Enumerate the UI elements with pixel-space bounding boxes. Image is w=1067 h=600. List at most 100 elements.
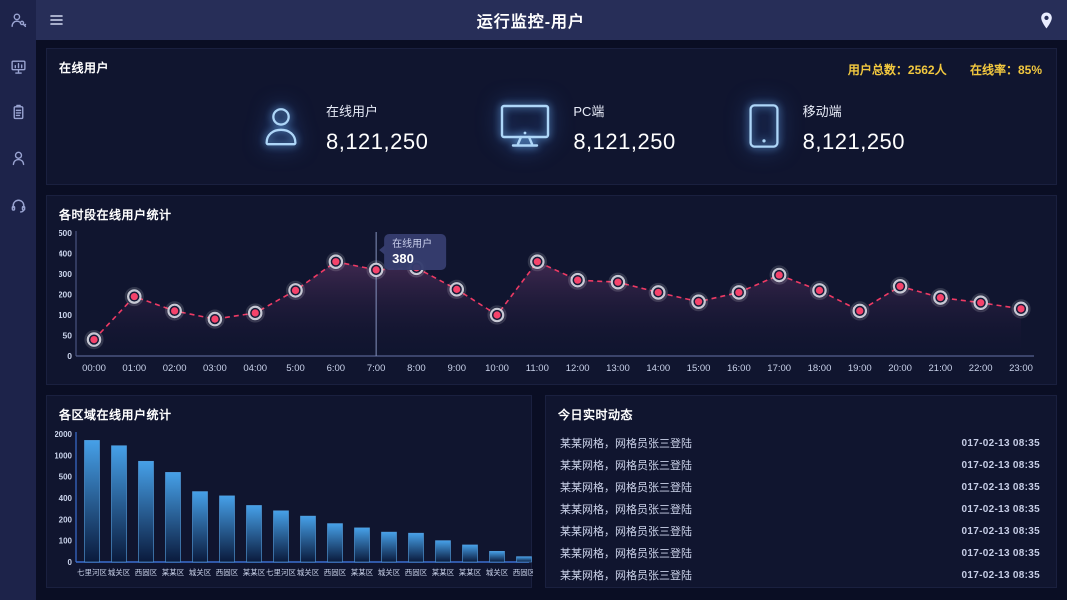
sidebar bbox=[0, 0, 36, 600]
data-point-glow bbox=[527, 252, 547, 272]
data-point[interactable] bbox=[735, 288, 743, 297]
bar[interactable] bbox=[381, 531, 397, 563]
bar[interactable] bbox=[435, 540, 451, 563]
bar[interactable] bbox=[462, 544, 478, 563]
stat-value: 8,121,250 bbox=[573, 129, 676, 154]
bar[interactable] bbox=[273, 510, 289, 563]
data-point[interactable] bbox=[574, 276, 582, 284]
hourly-users-panel: 各时段在线用户统计 0 50 100 200 300 400 500 00:00 01:00 02… bbox=[46, 195, 1057, 385]
y-tick-label: 0 bbox=[67, 351, 72, 361]
y-tick-label: 400 bbox=[59, 249, 72, 259]
x-tick-label: 西固区 bbox=[135, 568, 158, 577]
activity-text: 某某网格，网格员张三登陆 bbox=[560, 504, 692, 516]
data-point[interactable] bbox=[291, 286, 300, 294]
data-point[interactable] bbox=[332, 258, 340, 266]
y-tick-label: 0 bbox=[68, 558, 73, 567]
activity-row: 某某网格，网格员张三登陆 017-02-13 08:35 bbox=[560, 454, 1040, 476]
x-tick-label: 14:00 bbox=[646, 363, 670, 374]
sidebar-item-users[interactable] bbox=[0, 143, 36, 173]
data-point[interactable] bbox=[130, 292, 138, 301]
online-rate-value: 85% bbox=[1017, 63, 1042, 77]
user-icon bbox=[12, 151, 24, 165]
bar[interactable] bbox=[84, 440, 100, 563]
sidebar-item-account[interactable] bbox=[0, 5, 36, 35]
x-tick-label: 城关区 bbox=[297, 567, 320, 577]
x-tick-label: 某某区 bbox=[243, 568, 266, 577]
activity-text: 某某网格，网格员张三登陆 bbox=[560, 438, 692, 450]
data-point[interactable] bbox=[936, 293, 944, 302]
total-users-label: 用户总数： bbox=[847, 63, 908, 77]
stat-card-pc: PC端 8,121,250 bbox=[499, 101, 675, 155]
bar[interactable] bbox=[246, 505, 262, 563]
panel-title: 今日实时动态 bbox=[558, 408, 634, 422]
data-point[interactable] bbox=[493, 311, 501, 319]
bar[interactable] bbox=[111, 445, 127, 563]
bar[interactable] bbox=[489, 550, 505, 563]
bar[interactable] bbox=[408, 532, 424, 563]
data-point[interactable] bbox=[211, 315, 219, 323]
data-point[interactable] bbox=[614, 278, 622, 286]
sidebar-item-report[interactable] bbox=[0, 97, 36, 127]
data-point[interactable] bbox=[856, 307, 864, 315]
data-point[interactable] bbox=[372, 266, 380, 274]
bar[interactable] bbox=[192, 491, 208, 563]
data-point[interactable] bbox=[896, 282, 904, 290]
data-point[interactable] bbox=[775, 271, 783, 279]
data-point[interactable] bbox=[251, 309, 259, 317]
data-point[interactable] bbox=[815, 286, 824, 294]
stat-value: 8,121,250 bbox=[325, 129, 429, 154]
activity-time: 017-02-13 08:35 bbox=[961, 547, 1040, 559]
data-point-glow bbox=[648, 282, 668, 303]
activity-text: 某某网格，网格员张三登陆 bbox=[560, 460, 692, 472]
bar[interactable] bbox=[219, 495, 235, 563]
activity-text: 某某网格，网格员张三登陆 bbox=[560, 548, 692, 560]
x-tick-label: 17:00 bbox=[767, 363, 791, 374]
y-tick-label: 1000 bbox=[55, 451, 73, 460]
data-point-glow bbox=[366, 260, 386, 280]
x-tick-label: 城关区 bbox=[486, 567, 509, 577]
x-tick-label: 13:00 bbox=[606, 363, 630, 374]
x-tick-label: 10:00 bbox=[485, 363, 509, 374]
data-point-glow bbox=[1011, 299, 1031, 319]
x-tick-label: 04:00 bbox=[243, 363, 267, 374]
data-point[interactable] bbox=[1017, 305, 1025, 313]
sidebar-item-support[interactable] bbox=[0, 189, 36, 219]
bar[interactable] bbox=[165, 472, 181, 563]
data-point-glow bbox=[890, 276, 910, 296]
x-tick-label: 城关区 bbox=[108, 567, 131, 577]
x-tick-label: 00:00 bbox=[82, 363, 106, 374]
user-icon bbox=[265, 107, 297, 145]
stat-card-online: 在线用户 8,121,250 bbox=[258, 101, 428, 155]
bar[interactable] bbox=[138, 460, 154, 563]
panel-title: 各区域在线用户统计 bbox=[59, 408, 172, 422]
line-series bbox=[93, 260, 1022, 341]
data-point[interactable] bbox=[694, 298, 703, 306]
data-point[interactable] bbox=[533, 258, 541, 266]
x-tick-label: 西固区 bbox=[405, 568, 428, 577]
data-point[interactable] bbox=[90, 336, 98, 344]
bar[interactable] bbox=[354, 527, 370, 563]
sidebar-item-dashboard[interactable] bbox=[0, 51, 36, 81]
data-point[interactable] bbox=[977, 299, 985, 307]
x-tick-label: 西固区 bbox=[216, 568, 239, 577]
x-tick-label: 11:00 bbox=[526, 363, 549, 374]
menu-toggle-button[interactable] bbox=[50, 14, 63, 26]
location-button[interactable] bbox=[1040, 12, 1053, 29]
tooltip-value: 380 bbox=[392, 251, 414, 266]
online-rate-label: 在线率： bbox=[969, 63, 1018, 77]
data-point[interactable] bbox=[453, 285, 461, 293]
realtime-activity-panel: 今日实时动态 某某网格，网格员张三登陆 017-02-13 08:35 某某网格… bbox=[545, 395, 1057, 588]
monitor-chart-icon bbox=[10, 59, 26, 74]
y-tick-label: 50 bbox=[63, 331, 73, 341]
data-point[interactable] bbox=[654, 288, 662, 297]
tooltip-arrow bbox=[379, 245, 386, 255]
data-point[interactable] bbox=[171, 307, 179, 315]
activity-time: 017-02-13 08:35 bbox=[961, 503, 1040, 515]
y-tick-label: 100 bbox=[59, 310, 72, 320]
activity-text: 某某网格，网格员张三登陆 bbox=[560, 526, 692, 538]
activity-row: 某某网格，网格员张三登陆 017-02-13 08:35 bbox=[560, 542, 1040, 564]
data-point-glow bbox=[447, 279, 467, 299]
bar[interactable] bbox=[327, 523, 343, 563]
bar[interactable] bbox=[516, 556, 532, 563]
bar[interactable] bbox=[300, 515, 316, 563]
